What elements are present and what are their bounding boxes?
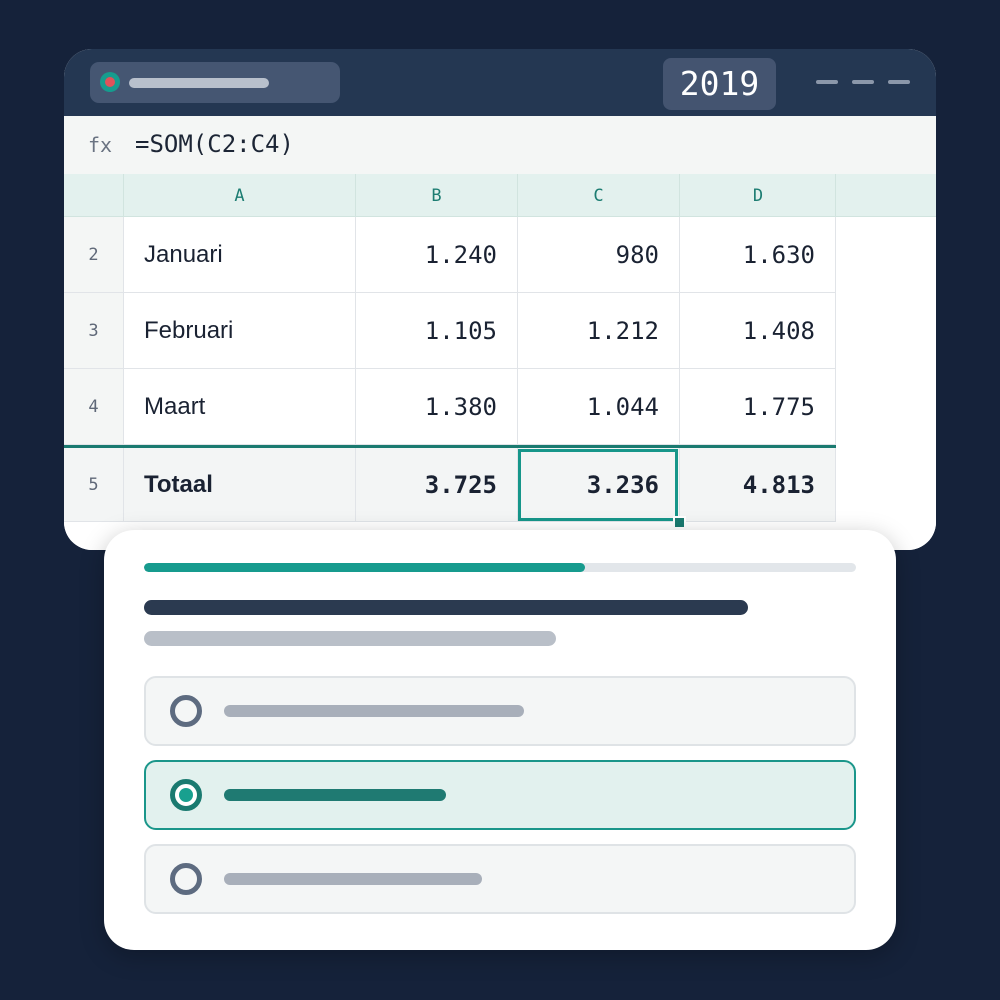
cell-a3[interactable]: Februari [123,293,355,369]
spreadsheet-grid: A B C D 2 Januari 1.240 980 1.630 3 Febr… [64,174,936,550]
column-header-c[interactable]: C [517,174,679,217]
year-badge[interactable]: 2019 [663,58,776,110]
table-row: 3 Februari 1.105 1.212 1.408 [64,293,836,369]
row-number[interactable]: 3 [64,293,123,369]
column-header-empty[interactable] [835,174,936,217]
quiz-card [104,530,896,950]
cell-a4[interactable]: Maart [123,369,355,445]
answer-option-3[interactable] [144,844,856,914]
spreadsheet-window: 2019 fx =SOM(C2:C4) A B C D 2 Januari 1.… [64,49,936,550]
total-row: 5 Totaal 3.725 3.236 4.813 [64,448,836,522]
fill-handle[interactable] [673,516,686,529]
document-title-field[interactable] [90,62,340,103]
cell-c2[interactable]: 980 [517,217,679,293]
radio-unselected-icon[interactable] [170,695,202,727]
answer-option-2[interactable] [144,760,856,830]
option-label-placeholder [224,705,524,717]
option-label-placeholder [224,873,482,885]
corner-cell[interactable] [64,174,124,217]
cell-c4[interactable]: 1.044 [517,369,679,445]
title-bar: 2019 [64,49,936,116]
question-title-placeholder [144,600,748,615]
progress-fill [144,563,586,572]
total-divider [64,445,836,448]
table-row: 2 Januari 1.240 980 1.630 [64,217,836,293]
formula-bar: fx =SOM(C2:C4) [64,116,936,174]
cell-a2[interactable]: Januari [123,217,355,293]
window-button-2[interactable] [852,80,874,84]
cell-d4[interactable]: 1.775 [679,369,836,445]
option-label-placeholder [224,789,446,801]
column-header-d[interactable]: D [679,174,836,217]
column-header-row: A B C D [64,174,936,217]
selected-cell-outline [518,449,678,521]
radio-selected-icon[interactable] [170,779,202,811]
radio-unselected-icon[interactable] [170,863,202,895]
row-number[interactable]: 2 [64,217,123,293]
title-placeholder [129,78,269,88]
cell-b3[interactable]: 1.105 [355,293,517,369]
cell-b4[interactable]: 1.380 [355,369,517,445]
cell-b2[interactable]: 1.240 [355,217,517,293]
cell-d5[interactable]: 4.813 [679,448,836,522]
cell-d3[interactable]: 1.408 [679,293,836,369]
cell-d2[interactable]: 1.630 [679,217,836,293]
window-button-1[interactable] [816,80,838,84]
progress-bar [144,563,856,572]
cell-b5[interactable]: 3.725 [355,448,517,522]
answer-option-1[interactable] [144,676,856,746]
record-dot-icon [100,72,120,92]
cell-c3[interactable]: 1.212 [517,293,679,369]
formula-input[interactable]: =SOM(C2:C4) [135,130,294,158]
row-number[interactable]: 5 [64,448,123,522]
cell-a5[interactable]: Totaal [123,448,355,522]
question-subtitle-placeholder [144,631,556,646]
column-header-a[interactable]: A [123,174,355,217]
cell-c5[interactable]: 3.236 [517,448,679,522]
row-number[interactable]: 4 [64,369,123,445]
fx-label: fx [88,133,113,157]
window-button-3[interactable] [888,80,910,84]
column-header-b[interactable]: B [355,174,517,217]
table-row: 4 Maart 1.380 1.044 1.775 [64,369,836,445]
